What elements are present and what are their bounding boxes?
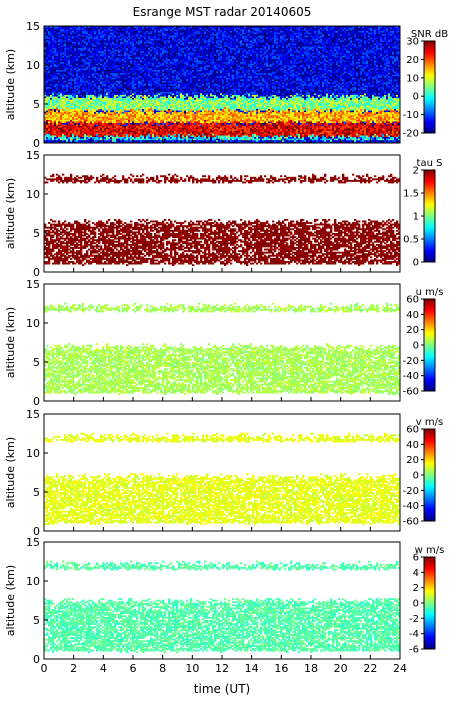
heatmap-cells — [44, 26, 400, 143]
x-axis-label: time (UT) — [194, 682, 250, 696]
figure-title: Esrange MST radar 20140605 — [133, 5, 312, 19]
